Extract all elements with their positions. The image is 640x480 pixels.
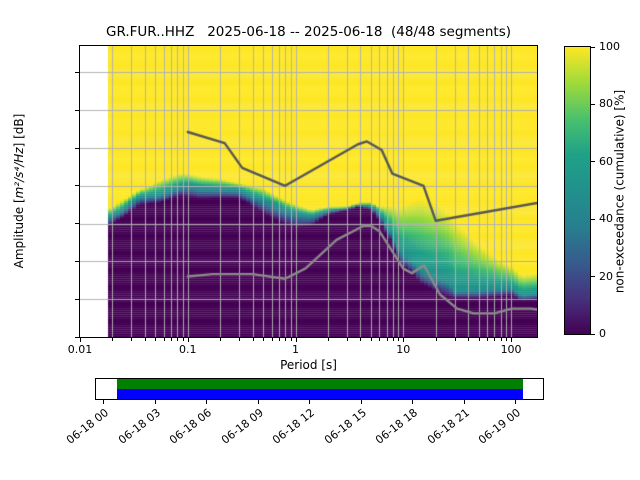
x-minor-tick bbox=[500, 338, 502, 341]
x-tick bbox=[80, 338, 81, 342]
colorbar-tick-label: 60 bbox=[599, 154, 613, 168]
x-axis-label: Period [s] bbox=[280, 358, 337, 372]
x-tick-label: 0.1 bbox=[179, 343, 197, 356]
y-tick bbox=[75, 71, 79, 73]
time-tick bbox=[515, 400, 516, 404]
x-minor-tick bbox=[177, 338, 179, 341]
time-tick bbox=[463, 400, 465, 404]
x-minor-tick bbox=[290, 338, 292, 341]
x-minor-tick bbox=[271, 338, 273, 341]
x-minor-tick bbox=[346, 338, 348, 341]
x-minor-tick bbox=[506, 338, 508, 341]
y-tick bbox=[75, 298, 79, 300]
colorbar-label: non-exceedance (cumulative) [%] bbox=[612, 89, 627, 294]
x-minor-tick bbox=[252, 338, 254, 341]
x-minor-tick bbox=[398, 338, 400, 341]
x-minor-tick bbox=[468, 338, 470, 341]
x-minor-tick bbox=[392, 338, 394, 341]
y-axis-label-prefix: Amplitude [ bbox=[12, 198, 26, 269]
y-tick bbox=[75, 147, 79, 149]
time-tick bbox=[309, 400, 310, 404]
x-minor-tick bbox=[163, 338, 165, 341]
x-minor-tick bbox=[386, 338, 388, 341]
x-minor-tick bbox=[263, 338, 265, 341]
x-minor-tick bbox=[171, 338, 173, 341]
y-tick bbox=[75, 336, 79, 338]
y-tick bbox=[75, 260, 79, 262]
x-minor-tick bbox=[494, 338, 496, 341]
x-minor-tick bbox=[155, 338, 157, 341]
colorbar-tick bbox=[591, 276, 595, 278]
x-minor-tick bbox=[435, 338, 437, 341]
time-tick bbox=[103, 400, 104, 404]
x-minor-tick bbox=[239, 338, 241, 341]
ppsd-heatmap-canvas bbox=[80, 46, 537, 337]
y-tick bbox=[75, 109, 79, 111]
colorbar-tick bbox=[591, 218, 595, 220]
x-minor-tick bbox=[379, 338, 381, 341]
colorbar-tick bbox=[591, 333, 595, 335]
colorbar bbox=[564, 46, 591, 335]
x-minor-tick bbox=[112, 338, 114, 341]
time-tick bbox=[257, 400, 259, 404]
x-minor-tick bbox=[487, 338, 489, 341]
psd-coverage-strip bbox=[117, 389, 523, 399]
colorbar-tick-label: 40 bbox=[599, 212, 613, 226]
plot-area bbox=[79, 45, 538, 338]
x-tick bbox=[295, 338, 297, 342]
time-tick bbox=[360, 400, 362, 404]
x-tick bbox=[187, 338, 189, 342]
colorbar-tick-label: 100 bbox=[599, 40, 620, 53]
y-axis-label-suffix: ] [dB] bbox=[12, 113, 26, 148]
time-coverage-bar bbox=[95, 378, 544, 400]
x-tick-label: 1 bbox=[292, 343, 300, 356]
x-tick-label: 100 bbox=[500, 343, 522, 356]
x-minor-tick bbox=[144, 338, 146, 341]
time-tick bbox=[154, 400, 156, 404]
x-minor-tick bbox=[454, 338, 456, 341]
x-minor-tick bbox=[370, 338, 372, 341]
colorbar-tick bbox=[591, 46, 595, 48]
time-tick bbox=[206, 400, 207, 404]
x-minor-tick bbox=[360, 338, 362, 341]
colorbar-tick-label: 80 bbox=[599, 97, 613, 111]
colorbar-tick-label: 20 bbox=[599, 269, 613, 283]
x-minor-tick bbox=[131, 338, 133, 341]
colorbar-tick-label: 0 bbox=[599, 327, 606, 340]
x-tick-label: 0.01 bbox=[67, 343, 93, 356]
x-minor-tick bbox=[327, 338, 329, 341]
y-axis-label-units: m²/s⁴/Hz bbox=[12, 147, 26, 199]
x-minor-tick bbox=[285, 338, 287, 341]
x-tick bbox=[403, 338, 405, 342]
x-minor-tick bbox=[478, 338, 480, 341]
y-axis-label: Amplitude [m²/s⁴/Hz] [dB] bbox=[12, 61, 28, 321]
colorbar-tick bbox=[591, 103, 595, 105]
y-tick bbox=[75, 185, 79, 187]
x-minor-tick bbox=[278, 338, 280, 341]
x-minor-tick bbox=[182, 338, 184, 341]
plot-title: GR.FUR..HHZ 2025-06-18 -- 2025-06-18 (48… bbox=[106, 24, 511, 40]
x-tick bbox=[511, 338, 513, 342]
y-tick bbox=[75, 223, 79, 225]
data-coverage-strip bbox=[117, 379, 523, 389]
x-minor-tick bbox=[220, 338, 222, 341]
time-tick bbox=[412, 400, 413, 404]
colorbar-tick bbox=[591, 161, 595, 163]
x-tick-label: 10 bbox=[396, 343, 411, 356]
